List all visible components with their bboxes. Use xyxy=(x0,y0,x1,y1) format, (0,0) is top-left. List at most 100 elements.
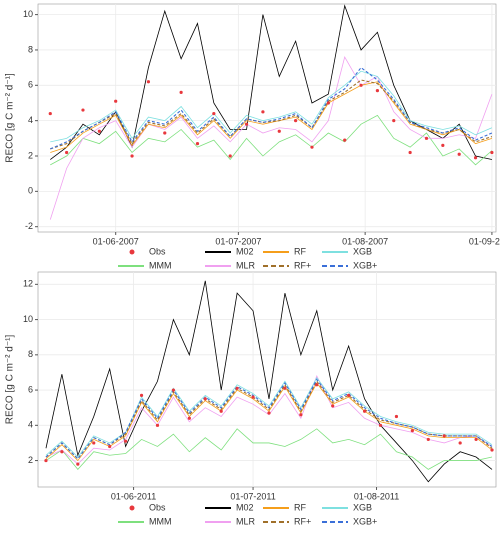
obs-point xyxy=(65,150,69,155)
obs-point xyxy=(326,101,330,105)
legend-key xyxy=(129,249,135,255)
obs-point xyxy=(310,145,314,149)
obs-point xyxy=(441,143,445,147)
obs-point xyxy=(60,450,64,454)
obs-point xyxy=(48,111,52,116)
obs-point xyxy=(424,136,429,140)
y-tick-label: 6 xyxy=(28,384,33,394)
legend-label: XGB+ xyxy=(353,516,377,526)
series-line xyxy=(45,428,493,470)
obs-point xyxy=(76,462,80,466)
x-tick-label: 01-06-2011 xyxy=(111,491,156,501)
y-tick-label: 12 xyxy=(23,279,33,289)
obs-point xyxy=(139,393,144,397)
legend-label: RF xyxy=(294,502,306,512)
legend-label: RF xyxy=(294,246,306,256)
series-line xyxy=(45,380,493,460)
x-tick-label: 01-08-2007 xyxy=(342,236,388,246)
plot-area xyxy=(37,271,497,488)
legend-label: Obs xyxy=(149,246,166,256)
obs-point xyxy=(261,110,265,114)
obs-point xyxy=(490,150,494,155)
obs-point xyxy=(244,122,249,126)
legend-label: MLR xyxy=(236,516,256,526)
series-line xyxy=(50,70,493,143)
obs-point xyxy=(44,458,48,463)
legend-label: XGB+ xyxy=(353,260,377,270)
series-line xyxy=(45,378,493,460)
y-tick-label: 10 xyxy=(23,314,33,324)
obs-point xyxy=(457,152,461,156)
x-tick-label: 01-07-2011 xyxy=(230,491,275,501)
legend-label: Obs xyxy=(149,502,166,512)
y-tick-label: 4 xyxy=(28,115,33,125)
obs-point xyxy=(359,83,363,87)
obs-point xyxy=(124,439,128,443)
obs-point xyxy=(375,89,380,93)
y-axis-label: RECO [g C m⁻² d⁻¹] xyxy=(5,335,16,425)
legend-label: RF+ xyxy=(294,516,311,526)
series-line xyxy=(45,374,493,465)
obs-point xyxy=(146,80,151,84)
legend-label: RF+ xyxy=(294,260,311,270)
y-tick-label: 8 xyxy=(28,44,33,54)
x-tick-label: 01-06-2007 xyxy=(93,236,139,246)
legend-label: M02 xyxy=(236,502,254,512)
obs-point xyxy=(294,119,298,123)
obs-point xyxy=(410,429,414,433)
obs-point xyxy=(362,409,367,413)
series-line xyxy=(49,55,493,220)
obs-point xyxy=(235,386,239,390)
obs-point xyxy=(283,386,287,390)
x-tick-label: 01-09-2007 xyxy=(469,236,500,246)
x-tick-label: 01-08-2011 xyxy=(354,491,399,501)
obs-point xyxy=(277,129,281,133)
obs-point xyxy=(97,129,101,133)
obs-point xyxy=(474,437,478,442)
obs-point xyxy=(408,150,412,155)
plot-area xyxy=(37,3,497,233)
legend-label: XGB xyxy=(353,246,372,256)
y-axis-label: RECO [g C m⁻² d⁻¹] xyxy=(5,73,16,163)
obs-point xyxy=(114,99,118,103)
y-tick-label: 2 xyxy=(28,150,33,160)
obs-point xyxy=(473,156,478,160)
obs-point xyxy=(490,448,494,452)
obs-point xyxy=(347,393,351,397)
obs-point xyxy=(130,154,134,158)
obs-point xyxy=(195,142,200,146)
obs-point xyxy=(108,444,112,449)
obs-point xyxy=(343,138,347,142)
obs-point xyxy=(267,411,271,415)
legend-key xyxy=(129,505,135,511)
y-tick-label: -2 xyxy=(25,221,33,231)
obs-point xyxy=(426,437,430,442)
y-tick-label: 6 xyxy=(28,80,33,90)
y-tick-label: 0 xyxy=(28,186,33,196)
y-tick-label: 2 xyxy=(28,455,33,465)
obs-point xyxy=(163,131,167,135)
series-line xyxy=(50,79,493,150)
obs-point xyxy=(392,119,396,123)
obs-point xyxy=(155,423,160,427)
legend-label: MMM xyxy=(149,260,172,270)
series-line xyxy=(45,280,493,483)
y-tick-label: 10 xyxy=(23,9,33,19)
obs-point xyxy=(187,416,191,420)
obs-point xyxy=(394,414,399,419)
obs-point xyxy=(203,397,207,401)
x-tick-label: 01-07-2007 xyxy=(215,236,261,246)
series-line xyxy=(50,66,493,150)
obs-point xyxy=(378,423,383,427)
obs-point xyxy=(81,108,85,112)
obs-point xyxy=(331,404,335,408)
obs-point xyxy=(171,388,176,392)
obs-point xyxy=(228,154,232,158)
legend-label: M02 xyxy=(236,246,254,256)
obs-point xyxy=(219,409,223,413)
obs-point xyxy=(315,383,319,387)
obs-point xyxy=(251,395,255,399)
obs-point xyxy=(458,441,462,445)
obs-point xyxy=(299,413,303,417)
